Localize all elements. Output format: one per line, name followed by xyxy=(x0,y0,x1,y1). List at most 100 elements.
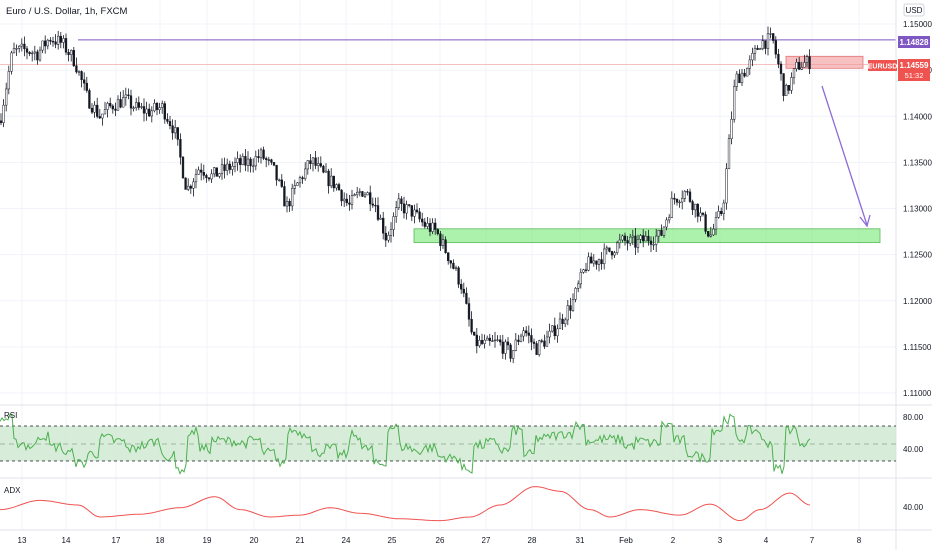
rsi-title[interactable]: RSI xyxy=(4,411,17,420)
candle xyxy=(418,208,421,223)
candle xyxy=(158,102,161,114)
candle xyxy=(709,226,712,238)
candle xyxy=(452,259,455,270)
symbol-title[interactable]: Euro / U.S. Dollar, 1h, FXCM xyxy=(6,6,128,17)
candle xyxy=(51,36,55,47)
time-tick-label: 31 xyxy=(576,536,585,545)
candle xyxy=(405,200,408,220)
candle xyxy=(530,328,533,351)
candle xyxy=(46,38,49,50)
candle xyxy=(808,49,811,74)
candle xyxy=(514,333,517,352)
candle xyxy=(2,99,5,128)
candle xyxy=(499,335,502,346)
candle xyxy=(25,45,29,60)
time-tick-label: 28 xyxy=(528,536,537,545)
candle xyxy=(462,282,465,298)
candle xyxy=(587,252,590,272)
candle xyxy=(595,260,598,270)
adx-title[interactable]: ADX xyxy=(4,486,21,495)
candle xyxy=(626,235,629,251)
candle xyxy=(795,58,798,72)
candle xyxy=(12,42,16,54)
time-axis[interactable]: 13 14 17 18 19 20 21 24 25 26 27 28 31 Feb 2 3 4 7 8 xyxy=(18,536,862,545)
candle xyxy=(280,174,283,188)
candle xyxy=(374,197,377,213)
candle xyxy=(644,231,647,242)
candle xyxy=(483,334,486,349)
candle xyxy=(631,229,634,245)
candle xyxy=(665,217,668,231)
candle xyxy=(634,227,637,256)
candle xyxy=(681,190,684,210)
candle xyxy=(496,335,499,342)
candle xyxy=(335,183,338,191)
candle xyxy=(54,34,57,49)
candle xyxy=(517,334,520,346)
candle xyxy=(262,146,265,161)
candle xyxy=(174,119,177,139)
candle xyxy=(233,157,237,173)
candle xyxy=(756,45,759,50)
candle xyxy=(267,156,270,166)
candle xyxy=(558,312,562,330)
candle xyxy=(192,178,195,197)
candle xyxy=(561,313,564,330)
candle xyxy=(244,148,247,172)
candle xyxy=(605,245,608,255)
candle xyxy=(124,87,127,106)
candle xyxy=(311,157,315,172)
candle xyxy=(803,54,806,68)
candle xyxy=(382,211,385,240)
candle xyxy=(753,44,757,61)
candle xyxy=(470,311,473,335)
candle xyxy=(509,342,512,363)
time-tick-label: 25 xyxy=(388,536,397,545)
candle xyxy=(231,161,234,176)
candle xyxy=(805,54,809,68)
candle xyxy=(569,297,572,319)
candle xyxy=(369,185,372,212)
candle xyxy=(153,99,156,113)
candle xyxy=(176,127,179,146)
candle xyxy=(49,37,52,45)
adx-line xyxy=(0,486,811,522)
candle xyxy=(202,164,205,180)
symbol-badge xyxy=(868,60,897,71)
candle xyxy=(506,337,510,351)
candle xyxy=(519,333,523,343)
candle xyxy=(189,184,192,194)
candle xyxy=(59,31,62,49)
time-tick-label: 21 xyxy=(296,536,305,545)
candle xyxy=(223,157,226,179)
candle xyxy=(389,222,393,243)
candle xyxy=(215,167,218,177)
candle xyxy=(109,97,112,109)
candle xyxy=(733,79,736,123)
candle xyxy=(590,252,593,264)
candle xyxy=(504,339,507,360)
candle xyxy=(454,265,458,272)
currency-box[interactable] xyxy=(903,3,925,17)
candle xyxy=(114,102,117,117)
candle xyxy=(171,119,174,140)
candle xyxy=(350,189,354,210)
candle xyxy=(491,335,494,342)
candle xyxy=(701,212,705,217)
candle xyxy=(792,68,796,85)
candle xyxy=(187,178,190,192)
candle xyxy=(649,236,653,253)
candle xyxy=(584,262,588,273)
candle xyxy=(501,334,504,359)
adx-tick: 40.00 xyxy=(903,503,924,512)
candle xyxy=(327,168,330,194)
candle xyxy=(254,150,257,171)
time-tick-label: 7 xyxy=(810,536,815,545)
price-tick-label: 1.14000 xyxy=(903,112,932,121)
candle xyxy=(379,214,382,220)
time-tick-label: 20 xyxy=(250,536,259,545)
candle xyxy=(668,214,671,224)
candle xyxy=(23,36,26,57)
currency-label[interactable]: USD xyxy=(906,6,923,15)
candle xyxy=(402,196,406,219)
